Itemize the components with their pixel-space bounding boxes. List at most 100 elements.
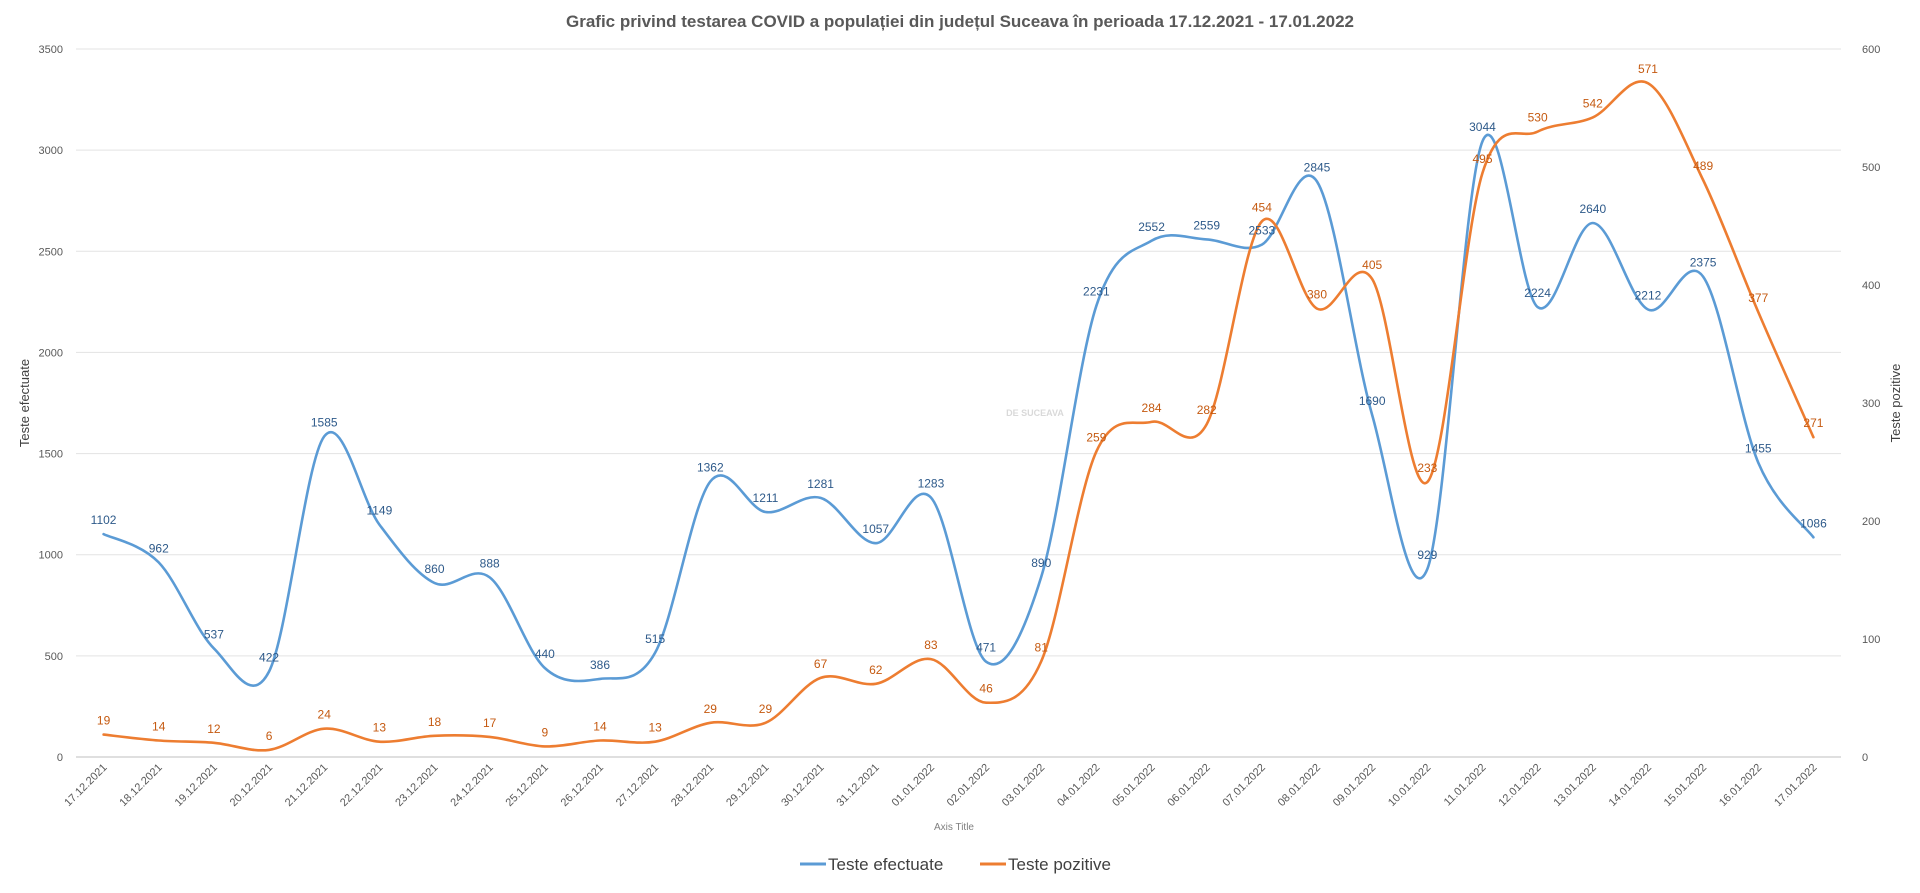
data-label-teste-efectuate-9: 386 — [590, 658, 610, 672]
data-label-teste-efectuate-25: 3044 — [1469, 120, 1496, 134]
data-label-teste-efectuate-30: 1455 — [1745, 442, 1772, 456]
data-label-teste-efectuate-3: 422 — [259, 651, 279, 665]
x-tick-19.12.2021: 19.12.2021 — [173, 762, 220, 809]
x-tick-11.01.2022: 11.01.2022 — [1442, 762, 1489, 809]
right-y-axis: 0 100 200 300 400 500 600 — [1862, 44, 1880, 764]
y-tick-right-0: 0 — [1862, 752, 1868, 764]
data-label-teste-pozitive-7: 17 — [483, 716, 497, 730]
x-tick-06.01.2022: 06.01.2022 — [1165, 762, 1212, 809]
x-tick-03.01.2022: 03.01.2022 — [1000, 762, 1047, 809]
data-label-teste-pozitive-17: 81 — [1035, 640, 1049, 654]
data-label-teste-pozitive-21: 454 — [1252, 200, 1272, 214]
data-label-teste-pozitive-6: 18 — [428, 715, 442, 729]
x-tick-10.01.2022: 10.01.2022 — [1386, 762, 1433, 809]
data-label-teste-pozitive-30: 377 — [1748, 291, 1768, 305]
chart-title: Grafic privind testarea COVID a populați… — [566, 12, 1354, 31]
data-label-teste-pozitive-23: 405 — [1362, 258, 1382, 272]
data-label-teste-pozitive-8: 9 — [541, 725, 548, 739]
data-label-teste-pozitive-1: 14 — [152, 719, 166, 733]
x-tick-28.12.2021: 28.12.2021 — [669, 762, 716, 809]
data-label-teste-efectuate-27: 2640 — [1579, 202, 1606, 216]
data-label-teste-pozitive-5: 13 — [373, 721, 387, 735]
y-tick-left-1500: 1500 — [39, 449, 63, 461]
x-tick-18.12.2021: 18.12.2021 — [117, 762, 164, 809]
data-label-teste-pozitive-31: 271 — [1803, 416, 1823, 430]
x-tick-14.01.2022: 14.01.2022 — [1607, 762, 1654, 809]
x-tick-13.01.2022: 13.01.2022 — [1551, 762, 1598, 809]
series-lines — [102, 80, 1815, 752]
x-tick-29.12.2021: 29.12.2021 — [724, 762, 771, 809]
data-label-teste-pozitive-26: 530 — [1528, 111, 1548, 125]
data-label-teste-efectuate-23: 1690 — [1359, 394, 1386, 408]
y-tick-right-200: 200 — [1862, 516, 1880, 528]
x-tick-17.01.2022: 17.01.2022 — [1772, 762, 1819, 809]
x-tick-09.01.2022: 09.01.2022 — [1331, 762, 1378, 809]
data-label-teste-pozitive-29: 489 — [1693, 159, 1713, 173]
x-tick-30.12.2021: 30.12.2021 — [779, 762, 826, 809]
data-label-teste-efectuate-7: 888 — [480, 556, 500, 570]
data-label-teste-efectuate-22: 2845 — [1304, 160, 1331, 174]
data-label-teste-efectuate-18: 2231 — [1083, 285, 1110, 299]
data-label-teste-efectuate-20: 2559 — [1193, 218, 1220, 232]
y-tick-left-2500: 2500 — [39, 246, 63, 258]
y-tick-left-3000: 3000 — [39, 145, 63, 157]
data-label-teste-efectuate-15: 1283 — [918, 476, 945, 490]
legend: Teste efectuate Teste pozitive — [800, 855, 1111, 874]
x-tick-21.12.2021: 21.12.2021 — [283, 762, 330, 809]
data-label-teste-pozitive-19: 284 — [1142, 401, 1162, 415]
data-label-teste-efectuate-6: 860 — [425, 562, 445, 576]
left-y-axis: 0 500 1000 1500 2000 2500 3000 3500 — [39, 44, 63, 764]
data-label-teste-efectuate-24: 929 — [1417, 548, 1437, 562]
data-label-teste-pozitive-28: 571 — [1638, 62, 1658, 76]
data-label-teste-efectuate-16: 471 — [976, 641, 996, 655]
x-tick-17.12.2021: 17.12.2021 — [62, 762, 109, 809]
y-tick-right-100: 100 — [1862, 634, 1880, 646]
data-label-teste-pozitive-27: 542 — [1583, 96, 1603, 110]
data-label-teste-efectuate-19: 2552 — [1138, 220, 1165, 234]
data-label-teste-efectuate-29: 2375 — [1690, 256, 1717, 270]
data-label-teste-pozitive-2: 12 — [207, 722, 221, 736]
data-label-teste-efectuate-0: 1102 — [91, 513, 117, 527]
data-label-teste-efectuate-1: 962 — [149, 541, 169, 555]
data-label-teste-pozitive-22: 380 — [1307, 288, 1327, 302]
data-label-teste-efectuate-21: 2533 — [1249, 224, 1276, 238]
series-line-teste-pozitive — [102, 80, 1815, 752]
x-tick-23.12.2021: 23.12.2021 — [393, 762, 440, 809]
data-label-teste-efectuate-17: 890 — [1031, 556, 1051, 570]
x-tick-26.12.2021: 26.12.2021 — [559, 762, 606, 809]
data-label-teste-efectuate-11: 1362 — [697, 460, 724, 474]
data-label-teste-efectuate-4: 1585 — [311, 415, 338, 429]
x-tick-04.01.2022: 04.01.2022 — [1055, 762, 1102, 809]
legend-label-teste-pozitive: Teste pozitive — [1008, 855, 1111, 874]
y-tick-left-2000: 2000 — [39, 347, 63, 359]
data-label-teste-pozitive-13: 67 — [814, 657, 828, 671]
gridlines — [76, 48, 1841, 758]
y-tick-left-0: 0 — [57, 752, 63, 764]
y-axis-title-right: Teste pozitive — [1888, 364, 1903, 443]
data-label-teste-pozitive-11: 29 — [704, 702, 718, 716]
data-label-teste-efectuate-31: 1086 — [1800, 516, 1827, 530]
legend-label-teste-efectuate: Teste efectuate — [828, 855, 943, 874]
y-tick-left-1000: 1000 — [39, 550, 63, 562]
data-label-teste-efectuate-2: 537 — [204, 627, 224, 641]
data-label-teste-pozitive-24: 233 — [1417, 461, 1437, 475]
data-label-teste-pozitive-3: 6 — [266, 729, 273, 743]
x-tick-31.12.2021: 31.12.2021 — [834, 762, 881, 809]
data-label-teste-efectuate-14: 1057 — [862, 522, 889, 536]
x-axis: 17.12.2021 18.12.2021 19.12.2021 20.12.2021… — [62, 762, 1819, 809]
x-tick-01.01.2022: 01.01.2022 — [890, 762, 937, 809]
x-tick-12.01.2022: 12.01.2022 — [1496, 762, 1543, 809]
x-tick-16.01.2022: 16.01.2022 — [1717, 762, 1764, 809]
data-label-teste-efectuate-26: 2224 — [1524, 286, 1551, 300]
y-tick-left-3500: 3500 — [39, 44, 63, 56]
data-label-teste-pozitive-4: 24 — [318, 708, 332, 722]
data-label-teste-pozitive-9: 14 — [593, 719, 607, 733]
data-label-teste-pozitive-18: 259 — [1086, 430, 1106, 444]
y-tick-right-400: 400 — [1862, 280, 1880, 292]
data-label-teste-pozitive-0: 19 — [97, 714, 111, 728]
x-tick-07.01.2022: 07.01.2022 — [1221, 762, 1268, 809]
data-label-teste-pozitive-20: 282 — [1197, 403, 1217, 417]
y-tick-right-300: 300 — [1862, 398, 1880, 410]
y-axis-title-left: Teste efectuate — [17, 359, 32, 447]
